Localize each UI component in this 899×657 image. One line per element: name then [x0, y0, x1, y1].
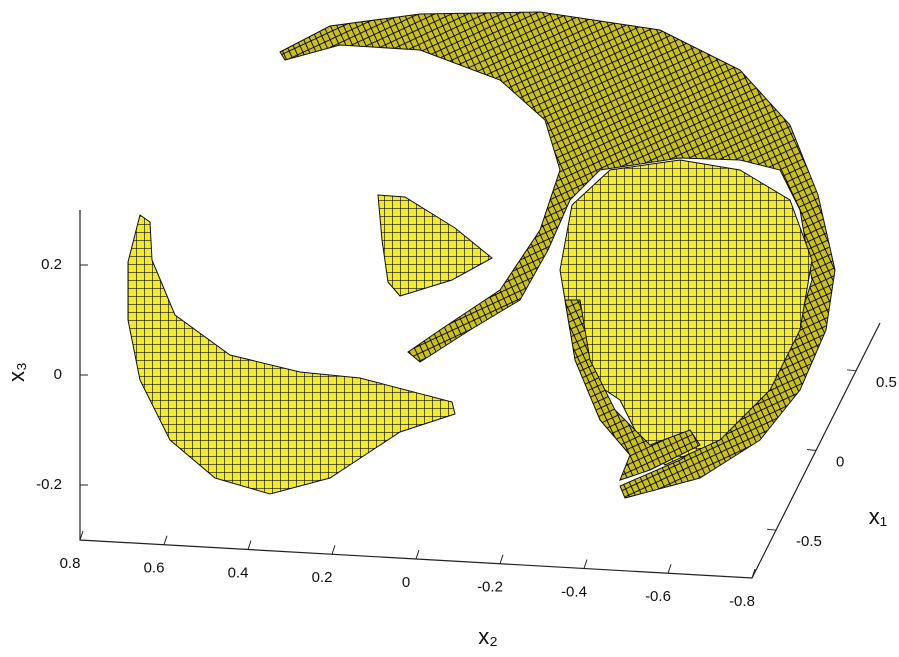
x-tick-label: -0.2	[477, 579, 503, 596]
y-tick-label: 0.5	[876, 374, 897, 391]
x-tick-label: -0.8	[729, 593, 755, 610]
y-tick-label: 0	[836, 453, 844, 470]
x-axis-title: x₂	[478, 624, 498, 649]
chart: x₂ x₁ x₃ 0.8 0.6 0.4 0.2 0 -0.2 -0.4 -0.6 -0.8 -0…	[0, 0, 899, 657]
x-tick-label: 0.4	[228, 564, 249, 581]
small-patch	[378, 195, 492, 296]
voxel-surfaces	[128, 12, 835, 498]
y-tick	[807, 450, 816, 451]
x-tick-label: 0.6	[144, 560, 165, 577]
z-tick-label: -0.2	[36, 476, 62, 493]
x-tick-label: 0	[402, 574, 410, 591]
y-tick	[767, 529, 776, 530]
x-tick-label: 0.8	[60, 555, 81, 572]
y-axis-title: x₁	[869, 504, 887, 529]
x-tick	[164, 536, 167, 545]
z-tick-label: 0	[54, 366, 62, 383]
x-tick	[332, 545, 335, 554]
x-tick	[668, 564, 671, 573]
x-tick	[500, 555, 503, 564]
x-tick	[248, 541, 251, 550]
y-tick	[847, 370, 856, 371]
z-axis-title: x₃	[4, 362, 29, 382]
x-tick	[416, 550, 419, 559]
x-tick	[584, 560, 587, 569]
x-tick-label: -0.4	[561, 583, 587, 600]
z-tick-label: 0.2	[41, 256, 62, 273]
x-tick-label: -0.6	[645, 588, 671, 605]
x-tick-label: 0.2	[312, 569, 333, 586]
y-tick-label: -0.5	[796, 533, 822, 550]
